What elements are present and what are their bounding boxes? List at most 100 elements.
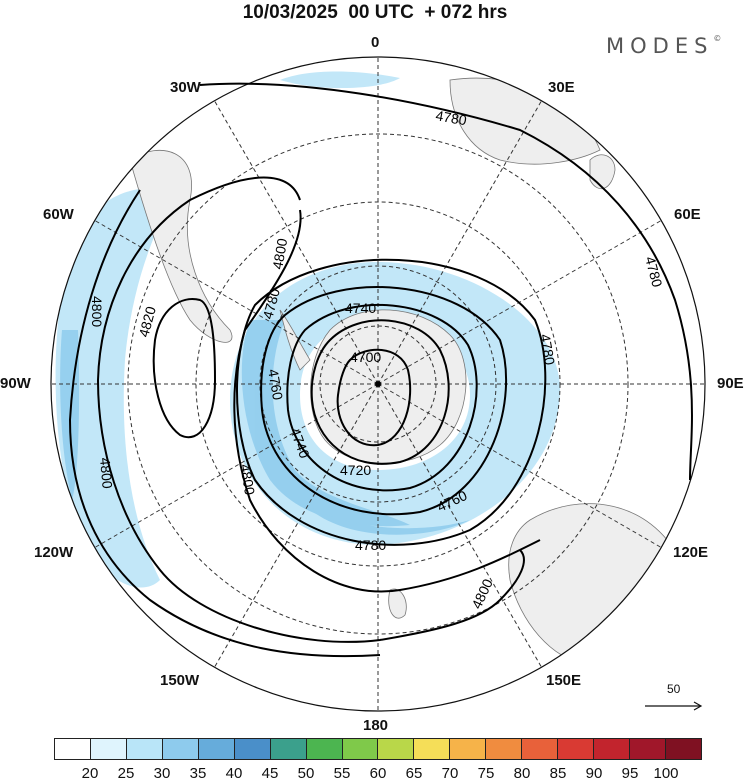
contour-4800-inner bbox=[96, 176, 525, 643]
longitude-label-60w: 60W bbox=[43, 206, 74, 223]
longitude-label-30w: 30W bbox=[170, 79, 201, 96]
australia bbox=[508, 503, 682, 666]
colorbar-cell bbox=[55, 739, 91, 759]
longitude-label-90w: 90W bbox=[0, 375, 31, 392]
latitude-circle-70s bbox=[259, 265, 497, 503]
contour-label: 4800 bbox=[269, 237, 290, 271]
meridian-line bbox=[94, 383, 379, 548]
longitude-label-90e: 90E bbox=[717, 375, 744, 392]
contour-4820 bbox=[152, 298, 217, 438]
longitude-label-150w: 150W bbox=[160, 672, 200, 689]
contour-label: 4820 bbox=[135, 304, 159, 338]
colorbar-cell bbox=[486, 739, 523, 759]
longitude-label-150e: 150E bbox=[546, 672, 582, 689]
longitude-label-0: 0 bbox=[371, 34, 380, 51]
colorbar-cell bbox=[665, 739, 701, 759]
meridian-line bbox=[377, 383, 662, 548]
contour-label: 4700 bbox=[350, 349, 381, 365]
colorbar-cell bbox=[378, 739, 415, 759]
brand-logo: MODES© bbox=[606, 34, 721, 58]
colorbar-cell bbox=[342, 739, 379, 759]
colorbar-tick-label: 45 bbox=[261, 765, 279, 782]
longitude-label-60e: 60E bbox=[674, 206, 701, 223]
colorbar-cell bbox=[594, 739, 630, 759]
colorbar-tick-label: 100 bbox=[653, 765, 679, 782]
africa bbox=[449, 77, 601, 165]
contour-4780-inner bbox=[236, 258, 547, 546]
colorbar-cell bbox=[450, 739, 487, 759]
colorbar-tick-label: 50 bbox=[297, 765, 315, 782]
contour-label: 4780 bbox=[434, 107, 468, 128]
new-zealand bbox=[388, 588, 407, 619]
land-masses bbox=[129, 77, 682, 666]
colorbar-cell bbox=[126, 739, 163, 759]
colorbar-tick-label: 25 bbox=[117, 765, 135, 782]
longitude-label-30e: 30E bbox=[548, 79, 575, 96]
contour-label: 4720 bbox=[340, 462, 371, 478]
colorbar-cell bbox=[414, 739, 451, 759]
colorbar-tick-label: 90 bbox=[585, 765, 603, 782]
colorbar-tick-label: 35 bbox=[189, 765, 207, 782]
map-boundary bbox=[50, 56, 706, 712]
colorbar-cell bbox=[234, 739, 271, 759]
colorbar-cell bbox=[270, 739, 307, 759]
wind-band-west bbox=[55, 187, 180, 588]
wind-speed-shading bbox=[55, 71, 560, 588]
colorbar-tick-label: 30 bbox=[153, 765, 171, 782]
colorbar-cell bbox=[90, 739, 127, 759]
meridian-line bbox=[214, 383, 379, 668]
contour-label: 4780 bbox=[537, 333, 558, 367]
contour-4760 bbox=[260, 286, 508, 516]
colorbar-tick-label: 65 bbox=[405, 765, 423, 782]
wind-band-top bbox=[280, 71, 400, 89]
wind-core-south bbox=[300, 500, 470, 535]
contour-label: 4800 bbox=[97, 457, 116, 490]
longitude-label-120e: 120E bbox=[673, 544, 709, 561]
map-title: 10/03/2025 00 UTC + 072 hrs bbox=[242, 2, 508, 23]
contour-label: 4800 bbox=[89, 296, 105, 327]
colorbar-cell bbox=[630, 739, 666, 759]
contour-label: 4780 bbox=[642, 255, 666, 289]
contour-label: 4780 bbox=[355, 537, 386, 553]
contour-4740 bbox=[286, 304, 478, 492]
contour-label: 4760 bbox=[265, 368, 286, 402]
colorbar-tick-label: 85 bbox=[549, 765, 567, 782]
contour-label: 4800 bbox=[237, 463, 258, 497]
meridian-line bbox=[94, 220, 379, 385]
contour-4700 bbox=[336, 348, 412, 447]
reference-vector bbox=[645, 701, 703, 711]
south-pole-marker bbox=[375, 381, 381, 387]
contour-label: 4740 bbox=[345, 300, 376, 316]
meridian-line bbox=[377, 383, 542, 668]
reference-vector-label: 50 bbox=[667, 682, 681, 696]
longitude-label-120w: 120W bbox=[34, 544, 74, 561]
colorbar-tick-label: 40 bbox=[225, 765, 243, 782]
colorbar-tick-label: 70 bbox=[441, 765, 459, 782]
south-america bbox=[129, 149, 233, 343]
reference-vector-head bbox=[693, 701, 703, 711]
colorbar-cell bbox=[306, 739, 343, 759]
wind-ring-outer bbox=[230, 262, 560, 545]
colorbar-cell bbox=[162, 739, 199, 759]
meridian-line bbox=[377, 100, 542, 385]
brand-text: MODES bbox=[606, 34, 714, 58]
madagascar bbox=[589, 154, 616, 190]
colorbar-tick-label: 75 bbox=[477, 765, 495, 782]
colorbar-tick-label: 55 bbox=[333, 765, 351, 782]
contour-4780-outer bbox=[199, 82, 693, 481]
antarctic-peninsula bbox=[279, 309, 311, 371]
contour-4800-outer bbox=[68, 189, 381, 658]
colorbar-tick-label: 80 bbox=[513, 765, 531, 782]
height-contours bbox=[68, 82, 693, 658]
contour-label: 4780 bbox=[259, 286, 283, 320]
latitude-circle-50s bbox=[127, 133, 629, 635]
colorbar-cell bbox=[558, 739, 595, 759]
colorbar-tick-label: 60 bbox=[369, 765, 387, 782]
colorbar-cell bbox=[522, 739, 559, 759]
colorbar-tick-label: 20 bbox=[81, 765, 99, 782]
longitude-label-180: 180 bbox=[363, 717, 389, 734]
contour-4800-ring bbox=[233, 209, 541, 593]
contour-4720 bbox=[310, 319, 450, 465]
brand-copyright-mark: © bbox=[713, 34, 722, 43]
